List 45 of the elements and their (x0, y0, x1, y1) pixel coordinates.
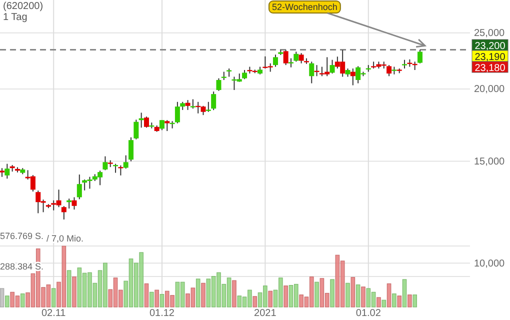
candlestick (309, 61, 314, 84)
candlestick (123, 154, 128, 170)
y2-tick-label: 576.769 S. (0, 231, 44, 242)
candlestick (144, 116, 149, 128)
x-tick-label: 01.02 (356, 308, 382, 320)
candlestick (118, 164, 124, 176)
candlestick (76, 174, 82, 200)
candlestick (211, 91, 216, 111)
candlestick (4, 163, 10, 180)
text: 23,200 (474, 41, 506, 52)
chart-title: (620200) (3, 1, 44, 12)
y-tick-label: 15,000 (474, 156, 506, 168)
candlestick (72, 196, 77, 210)
y-tick-label: 10,000 (474, 258, 506, 270)
candlestick (134, 119, 139, 140)
y-tick-label: 25,000 (474, 28, 506, 40)
candlestick (386, 64, 392, 77)
candlestick (206, 101, 211, 112)
x-tick-label: 02.11 (41, 308, 66, 320)
x-tick-label: 2021 (254, 308, 277, 320)
candlestick (216, 78, 222, 92)
candlestick (294, 51, 299, 62)
x-tick-label: 01.12 (149, 308, 175, 320)
annotation: / 7,0 Mio. (46, 234, 84, 244)
candlestick (61, 206, 66, 220)
candlestick (283, 49, 288, 66)
candlestick (273, 54, 278, 68)
candlestick (298, 52, 304, 64)
ref-line-label: 52-Wochenhoch (272, 2, 338, 12)
text: 23,180 (474, 63, 506, 74)
candlestick (418, 49, 422, 64)
candlestick (102, 156, 108, 171)
candlestick (288, 58, 294, 68)
candlestick (174, 101, 180, 124)
candlestick (164, 120, 170, 132)
candlestick (350, 68, 356, 86)
candlestick (330, 59, 335, 74)
text: 1 Tag (3, 12, 28, 23)
y-tick-label: 20,000 (474, 84, 506, 96)
candlestick (159, 120, 164, 131)
candlestick (185, 100, 190, 110)
text: 23,190 (474, 52, 506, 63)
candlestick (242, 70, 248, 80)
candlestick (128, 136, 134, 162)
candlestick (190, 98, 196, 110)
